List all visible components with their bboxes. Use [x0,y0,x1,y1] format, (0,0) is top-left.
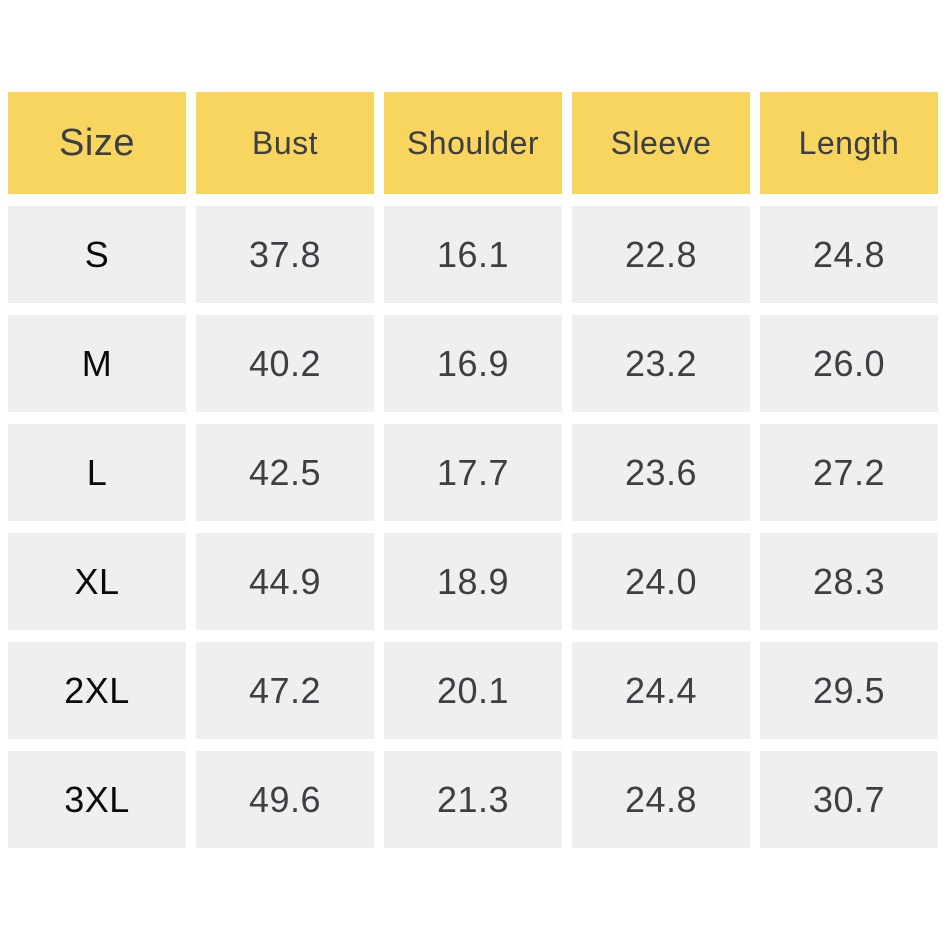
measurement-cell: 29.5 [760,642,938,739]
measurement-cell: 22.8 [572,206,750,303]
measurement-cell: 30.7 [760,751,938,848]
header-cell-bust: Bust [196,92,374,194]
measurement-cell: 47.2 [196,642,374,739]
header-cell-size: Size [8,92,186,194]
header-cell-length: Length [760,92,938,194]
measurement-cell: 21.3 [384,751,562,848]
size-label-2xl: 2XL [8,642,186,739]
measurement-cell: 20.1 [384,642,562,739]
size-label-m: M [8,315,186,412]
measurement-cell: 23.2 [572,315,750,412]
size-label-s: S [8,206,186,303]
measurement-cell: 24.8 [760,206,938,303]
measurement-cell: 26.0 [760,315,938,412]
measurement-cell: 49.6 [196,751,374,848]
size-label-3xl: 3XL [8,751,186,848]
header-cell-sleeve: Sleeve [572,92,750,194]
measurement-cell: 23.6 [572,424,750,521]
measurement-cell: 42.5 [196,424,374,521]
measurement-cell: 24.8 [572,751,750,848]
measurement-cell: 28.3 [760,533,938,630]
header-cell-shoulder: Shoulder [384,92,562,194]
measurement-cell: 44.9 [196,533,374,630]
size-label-l: L [8,424,186,521]
size-label-xl: XL [8,533,186,630]
measurement-cell: 27.2 [760,424,938,521]
measurement-cell: 24.0 [572,533,750,630]
measurement-cell: 37.8 [196,206,374,303]
measurement-cell: 40.2 [196,315,374,412]
measurement-cell: 16.9 [384,315,562,412]
measurement-cell: 24.4 [572,642,750,739]
measurement-cell: 16.1 [384,206,562,303]
size-chart-table: Size Bust Shoulder Sleeve Length S 37.8 16.1 22.… [8,92,938,848]
measurement-cell: 17.7 [384,424,562,521]
measurement-cell: 18.9 [384,533,562,630]
